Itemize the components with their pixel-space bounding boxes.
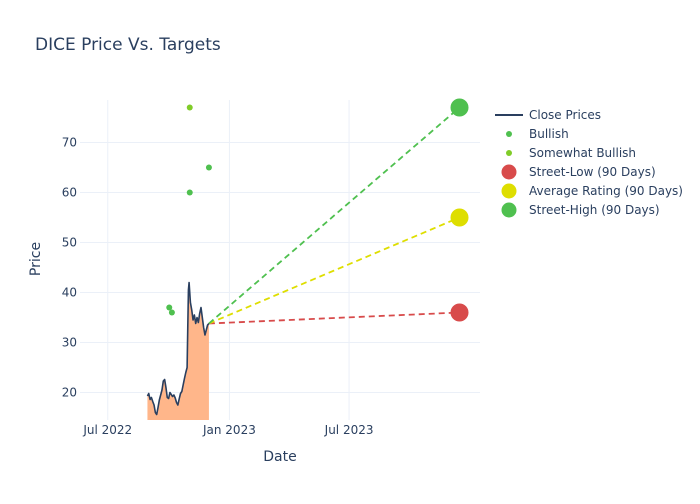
close-price-line [146, 281, 210, 416]
close-price-area [147, 282, 209, 420]
legend-label-average-rating: Average Rating (90 Days) [529, 184, 683, 198]
y-axis-label: Price [28, 242, 44, 276]
x-tick-label: Jul 2023 [324, 423, 374, 437]
average-rating-target-marker [450, 208, 469, 227]
y-tick-label: 40 [62, 286, 77, 300]
rating-markers-layer [166, 98, 469, 322]
y-tick-label: 30 [62, 336, 77, 350]
legend-swatch-street-low [501, 164, 517, 180]
legend-label-street-high: Street-High (90 Days) [529, 203, 660, 217]
bullish-marker [205, 164, 212, 171]
legend: Close Prices Bullish Somewhat Bullish Stree… [495, 108, 683, 218]
somewhat-bullish-marker [186, 104, 193, 111]
legend-label-street-low: Street-Low (90 Days) [529, 165, 656, 179]
chart-title: DICE Price Vs. Targets [35, 35, 221, 55]
close-area-layer [147, 282, 209, 420]
average-rating-target-line [208, 216, 460, 325]
bullish-marker [186, 189, 193, 196]
y-tick-label: 70 [62, 136, 77, 150]
grid [80, 100, 480, 420]
bullish-marker [168, 309, 175, 316]
target-lines-layer [208, 106, 461, 325]
close-line-layer [146, 281, 210, 416]
legend-swatch-street-high [501, 202, 517, 218]
street-high-target-marker [450, 98, 469, 117]
bullish-marker [166, 304, 173, 311]
street-low-target-marker [450, 303, 469, 322]
legend-label-bullish: Bullish [529, 127, 569, 141]
legend-swatch-average-rating [501, 183, 517, 199]
x-tick-label: Jul 2022 [82, 423, 132, 437]
y-tick-label: 60 [62, 186, 77, 200]
legend-swatch-bullish [506, 131, 512, 137]
x-tick-label: Jan 2023 [202, 423, 256, 437]
legend-label-close-prices: Close Prices [529, 108, 601, 122]
axis-ticks: 20 30 40 50 60 70 Jul 2022 Jan 2023 Jul 2023 [62, 136, 374, 438]
street-high-target-line [208, 106, 461, 325]
y-tick-label: 20 [62, 386, 77, 400]
y-tick-label: 50 [62, 236, 77, 250]
x-axis-label: Date [263, 449, 296, 465]
legend-label-somewhat-bullish: Somewhat Bullish [529, 146, 636, 160]
legend-swatch-somewhat-bullish [506, 150, 512, 156]
street-low-target-line [208, 311, 460, 325]
